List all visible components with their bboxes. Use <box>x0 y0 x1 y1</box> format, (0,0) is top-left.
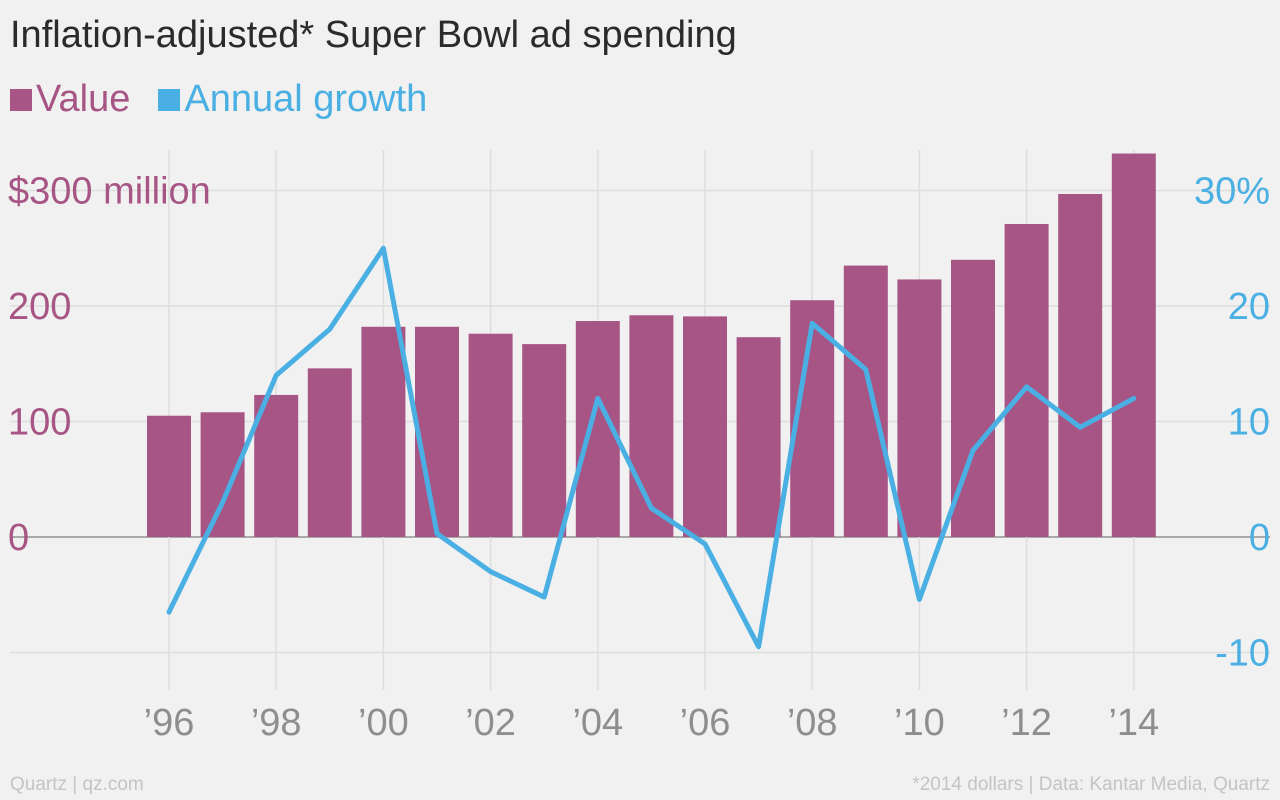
bar-2003 <box>522 344 567 537</box>
x-tick-label: ’12 <box>1001 702 1052 744</box>
y-right-tick-label: 30% <box>1194 171 1270 213</box>
y-right-tick-label: 10 <box>1228 402 1270 444</box>
bar-1999 <box>307 368 352 537</box>
y-right-tick-label: -10 <box>1215 633 1270 675</box>
y-left-tick-label: 0 <box>8 517 29 559</box>
legend-swatch-value <box>10 88 32 111</box>
bar-2001 <box>415 326 459 537</box>
y-right-tick-label: 20 <box>1228 286 1270 328</box>
bar-1996 <box>147 415 191 537</box>
x-tick-label: ’06 <box>680 702 731 744</box>
bar-2010 <box>897 279 942 537</box>
x-tick-label: ’10 <box>894 702 945 744</box>
bar-2007 <box>736 337 781 537</box>
bar-2013 <box>1058 193 1103 537</box>
bar-1997 <box>200 412 245 537</box>
bar-2005 <box>629 315 674 537</box>
x-tick-label: ’08 <box>787 702 838 744</box>
bar-2006 <box>683 316 727 537</box>
legend-item-value: Value <box>10 78 130 121</box>
y-right-tick-label: 0 <box>1249 517 1270 559</box>
x-tick-label: ’00 <box>358 702 409 744</box>
x-tick-label: ’98 <box>251 702 302 744</box>
y-left-tick-label: $300 million <box>8 171 211 213</box>
y-left-tick-label: 100 <box>8 402 71 444</box>
legend-item-growth: Annual growth <box>158 78 427 121</box>
x-tick-label: ’96 <box>144 702 195 744</box>
bar-2009 <box>843 265 888 537</box>
y-left-tick-label: 200 <box>8 286 71 328</box>
footer-credit: Quartz | qz.com <box>10 774 144 795</box>
bar-2002 <box>468 333 513 537</box>
legend-swatch-growth <box>158 88 181 111</box>
legend-label-value: Value <box>36 78 131 120</box>
bar-2014 <box>1111 153 1156 538</box>
x-tick-label: ’02 <box>465 702 516 744</box>
x-tick-label: ’14 <box>1108 702 1159 744</box>
bar-2012 <box>1004 223 1049 537</box>
x-tick-label: ’04 <box>572 702 623 744</box>
legend: Value Annual growth <box>10 78 427 121</box>
bar-1998 <box>254 394 299 537</box>
bar-2000 <box>361 326 406 537</box>
chart-title: Inflation-adjusted* Super Bowl ad spendi… <box>10 14 737 56</box>
footer-source: *2014 dollars | Data: Kantar Media, Quar… <box>912 774 1270 795</box>
legend-label-growth: Annual growth <box>184 78 428 120</box>
